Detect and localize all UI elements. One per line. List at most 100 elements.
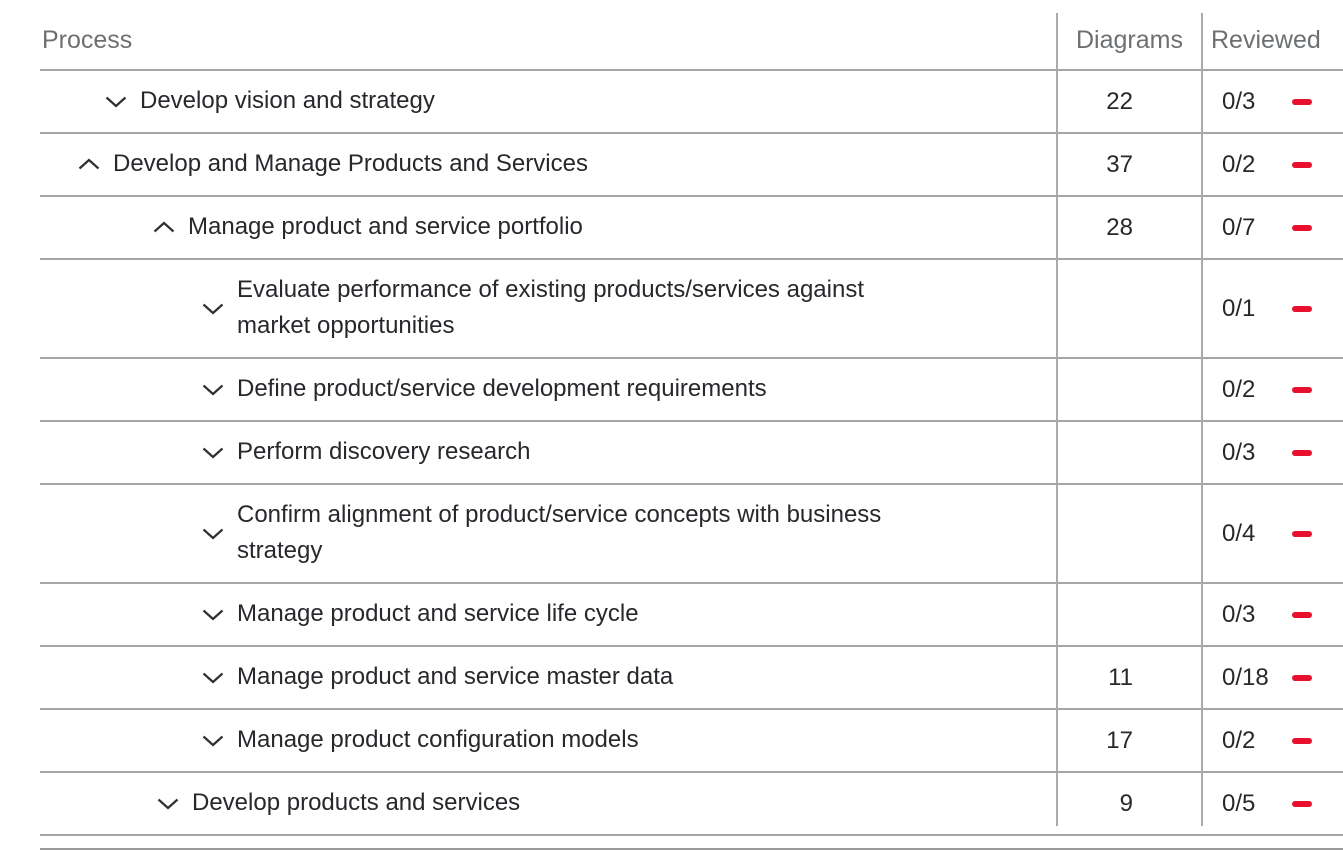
- chevron-up-icon[interactable]: [153, 221, 175, 234]
- process-cell: Develop products and services: [40, 773, 1057, 834]
- reviewed-cell: 0/1: [1202, 260, 1343, 357]
- reviewed-count: 0/7: [1222, 213, 1256, 241]
- process-name: Perform discovery research: [237, 438, 531, 465]
- column-divider-diagrams-left: [1056, 13, 1058, 826]
- column-header-reviewed[interactable]: Reviewed: [1211, 26, 1321, 54]
- expander[interactable]: [78, 158, 100, 171]
- table-row[interactable]: Manage product configuration models 17 0…: [40, 710, 1343, 773]
- not-reviewed-dash-icon: [1292, 611, 1312, 618]
- expander[interactable]: [202, 302, 224, 315]
- expander[interactable]: [202, 608, 224, 621]
- table-row[interactable]: Evaluate performance of existing product…: [40, 260, 1343, 359]
- table-row[interactable]: Develop products and services 9 0/5: [40, 773, 1343, 836]
- diagrams-count: [1057, 422, 1202, 483]
- reviewed-count: 0/5: [1222, 789, 1256, 817]
- diagrams-count: 22: [1106, 87, 1133, 115]
- chevron-down-icon[interactable]: [202, 302, 224, 315]
- reviewed-count: 0/1: [1222, 294, 1256, 322]
- chevron-down-icon[interactable]: [202, 608, 224, 621]
- table-row[interactable]: Manage product and service life cycle 0/…: [40, 584, 1343, 647]
- expander[interactable]: [153, 221, 175, 234]
- reviewed-count: 0/2: [1222, 150, 1256, 178]
- diagrams-count: 9: [1119, 789, 1133, 817]
- reviewed-cell: 0/7: [1202, 197, 1343, 258]
- reviewed-count: 0/18: [1222, 663, 1269, 691]
- diagrams-count: [1057, 260, 1202, 357]
- process-cell: Confirm alignment of product/service con…: [40, 485, 1057, 582]
- process-review-table-view: Process Diagrams Reviewed Develop vision…: [40, 13, 1343, 850]
- chevron-down-icon[interactable]: [202, 671, 224, 684]
- table-row[interactable]: Develop and Manage Products and Services…: [40, 134, 1343, 197]
- reviewed-count: 0/2: [1222, 375, 1256, 403]
- table-body: Develop vision and strategy 22 0/3 Devel…: [40, 71, 1343, 836]
- reviewed-cell: 0/2: [1202, 359, 1343, 420]
- expander[interactable]: [157, 797, 179, 810]
- expander[interactable]: [105, 95, 127, 108]
- expander[interactable]: [202, 446, 224, 459]
- process-name: Define product/service development requi…: [237, 375, 767, 402]
- not-reviewed-dash-icon: [1292, 449, 1312, 456]
- not-reviewed-dash-icon: [1292, 800, 1312, 807]
- diagrams-count: 17: [1106, 726, 1133, 754]
- reviewed-cell: 0/3: [1202, 422, 1343, 483]
- chevron-down-icon[interactable]: [157, 797, 179, 810]
- reviewed-count: 0/2: [1222, 726, 1256, 754]
- process-cell: Evaluate performance of existing product…: [40, 260, 1057, 357]
- process-cell: Perform discovery research: [40, 422, 1057, 483]
- diagrams-count: 11: [1108, 663, 1133, 691]
- reviewed-count: 0/4: [1222, 519, 1256, 547]
- column-divider-reviewed-left: [1201, 13, 1203, 826]
- process-name: Develop vision and strategy: [140, 87, 435, 114]
- table-row[interactable]: Manage product and service master data 1…: [40, 647, 1343, 710]
- reviewed-cell: 0/2: [1202, 134, 1343, 195]
- reviewed-cell: 0/2: [1202, 710, 1343, 771]
- process-cell: Manage product and service master data: [40, 647, 1057, 708]
- table-row[interactable]: Develop vision and strategy 22 0/3: [40, 71, 1343, 134]
- process-cell: Manage product configuration models: [40, 710, 1057, 771]
- reviewed-cell: 0/18: [1202, 647, 1343, 708]
- expander[interactable]: [202, 671, 224, 684]
- chevron-down-icon[interactable]: [105, 95, 127, 108]
- reviewed-cell: 0/3: [1202, 584, 1343, 645]
- process-cell: Develop and Manage Products and Services: [40, 134, 1057, 195]
- table-row[interactable]: Confirm alignment of product/service con…: [40, 485, 1343, 584]
- expander[interactable]: [202, 383, 224, 396]
- reviewed-cell: 0/3: [1202, 71, 1343, 132]
- chevron-down-icon[interactable]: [202, 383, 224, 396]
- process-name: Confirm alignment of product/service con…: [237, 501, 882, 564]
- process-cell: Define product/service development requi…: [40, 359, 1057, 420]
- diagrams-count: [1057, 359, 1202, 420]
- chevron-down-icon[interactable]: [202, 527, 224, 540]
- process-cell: Manage product and service portfolio: [40, 197, 1057, 258]
- chevron-down-icon[interactable]: [202, 734, 224, 747]
- expander[interactable]: [202, 527, 224, 540]
- process-table: Process Diagrams Reviewed Develop vision…: [40, 0, 1343, 850]
- table-header-row: Process Diagrams Reviewed: [40, 0, 1343, 71]
- not-reviewed-dash-icon: [1292, 161, 1312, 168]
- not-reviewed-dash-icon: [1292, 98, 1312, 105]
- reviewed-count: 0/3: [1222, 600, 1256, 628]
- process-cell: Manage product and service life cycle: [40, 584, 1057, 645]
- not-reviewed-dash-icon: [1292, 224, 1312, 231]
- table-row[interactable]: Define product/service development requi…: [40, 359, 1343, 422]
- diagrams-count: [1057, 584, 1202, 645]
- column-header-process[interactable]: Process: [42, 26, 133, 54]
- table-row[interactable]: Perform discovery research 0/3: [40, 422, 1343, 485]
- chevron-down-icon[interactable]: [202, 446, 224, 459]
- not-reviewed-dash-icon: [1292, 305, 1312, 312]
- column-header-diagrams[interactable]: Diagrams: [1076, 26, 1183, 54]
- not-reviewed-dash-icon: [1292, 530, 1312, 537]
- process-name: Develop and Manage Products and Services: [113, 150, 588, 177]
- reviewed-count: 0/3: [1222, 438, 1256, 466]
- table-row[interactable]: Manage product and service portfolio 28 …: [40, 197, 1343, 260]
- process-name: Manage product and service life cycle: [237, 600, 639, 627]
- not-reviewed-dash-icon: [1292, 386, 1312, 393]
- process-name: Develop products and services: [192, 789, 521, 816]
- process-name: Manage product and service portfolio: [188, 213, 583, 240]
- process-name: Manage product and service master data: [237, 663, 674, 690]
- process-name: Evaluate performance of existing product…: [237, 276, 864, 339]
- diagrams-count: 37: [1106, 150, 1133, 178]
- chevron-up-icon[interactable]: [78, 158, 100, 171]
- expander[interactable]: [202, 734, 224, 747]
- not-reviewed-dash-icon: [1292, 674, 1312, 681]
